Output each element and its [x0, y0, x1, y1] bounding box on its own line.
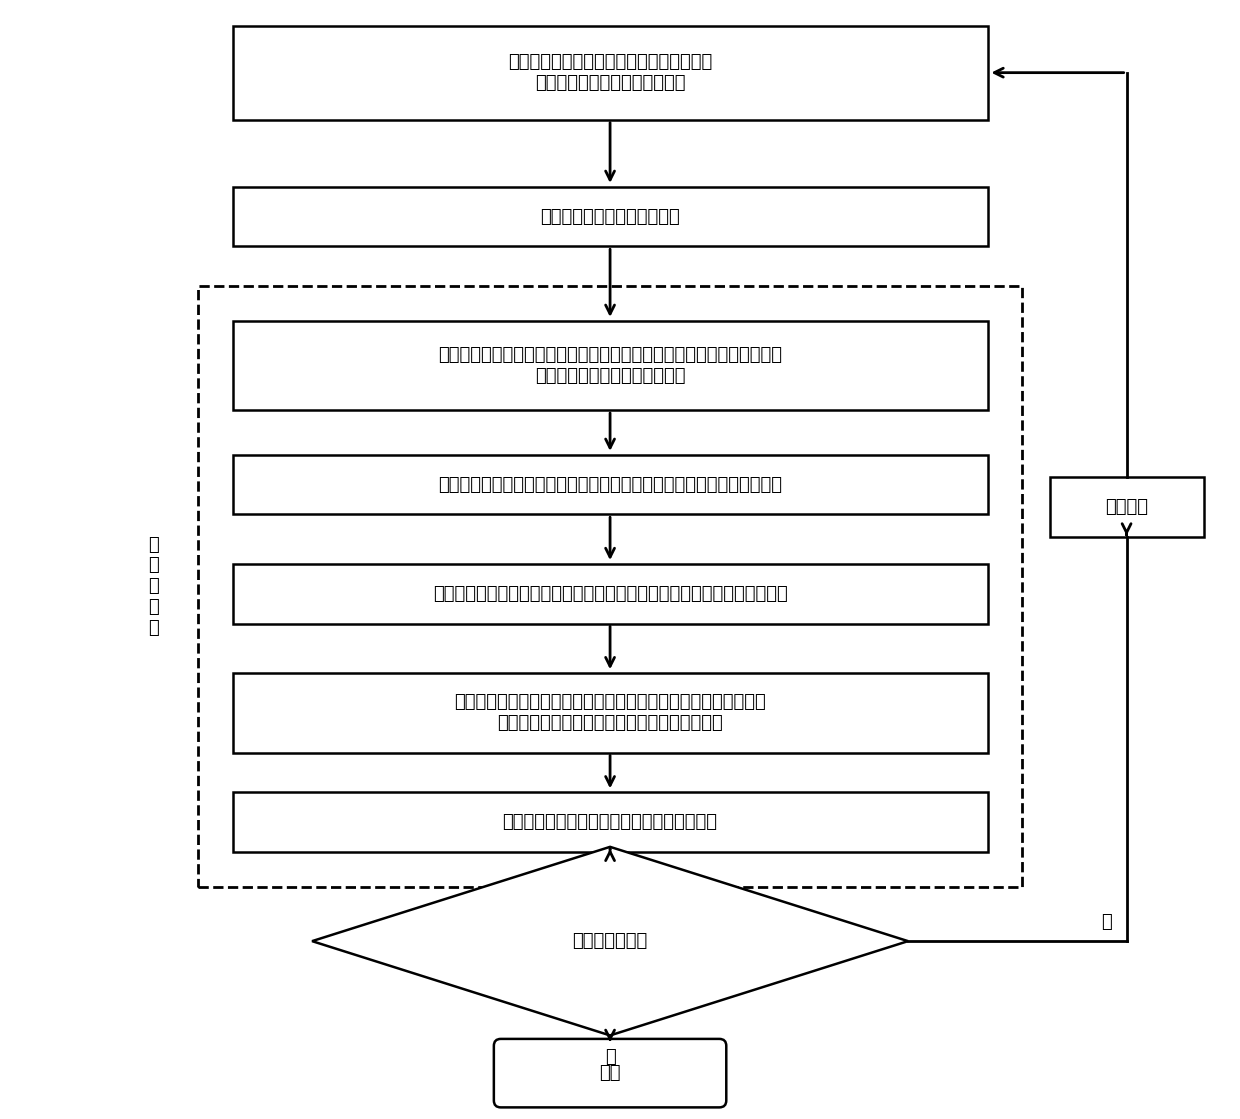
Text: 基于多标记数据中特征空间与标记空间的结构化交互，将待学习的距离度
量矩阵表示为组合距离度量形式: 基于多标记数据中特征空间与标记空间的结构化交互，将待学习的距离度 量矩阵表示为组…: [438, 346, 782, 385]
Text: 对任意多标记场景（图像、视频、文本等）
提取特征，并对其进行人工标注: 对任意多标记场景（图像、视频、文本等） 提取特征，并对其进行人工标注: [508, 54, 712, 92]
Bar: [233, 674, 987, 753]
Bar: [1049, 477, 1204, 537]
Text: 结合上述步骤得到多标记距离度量学习模型，对其优化求解，学得距离度量: 结合上述步骤得到多标记距离度量学习模型，对其优化求解，学得距离度量: [433, 585, 787, 603]
Text: 计
算
机
处
理: 计 算 机 处 理: [148, 536, 159, 637]
Bar: [198, 286, 1022, 886]
Text: 用户反馈: 用户反馈: [1105, 498, 1148, 516]
Bar: [233, 321, 987, 411]
Polygon shape: [312, 847, 908, 1035]
Text: 将待预测样本输入上述分类器，得到标注样本: 将待预测样本输入上述分类器，得到标注样本: [502, 814, 718, 831]
Bar: [233, 187, 987, 246]
Text: 定义基于特征与标记协同计算的多标记语义相似度，并构造三元组约束集: 定义基于特征与标记协同计算的多标记语义相似度，并构造三元组约束集: [438, 476, 782, 493]
Bar: [233, 564, 987, 623]
Bar: [233, 792, 987, 852]
Text: 是: 是: [605, 1049, 615, 1066]
Text: 否: 否: [1101, 913, 1112, 931]
Text: 对已提取训练样本进行预处理: 对已提取训练样本进行预处理: [541, 207, 680, 226]
Text: 是否达到要求？: 是否达到要求？: [573, 932, 647, 950]
Text: 将训练数据映射到距离度量空间，然后使用已有多标记学习算法进
行学习，得到基于距离度量学习的多标记分类器: 将训练数据映射到距离度量空间，然后使用已有多标记学习算法进 行学习，得到基于距离…: [454, 694, 766, 732]
Text: 结束: 结束: [599, 1064, 621, 1082]
Bar: [233, 26, 987, 120]
Bar: [233, 454, 987, 515]
FancyBboxPatch shape: [494, 1038, 727, 1108]
